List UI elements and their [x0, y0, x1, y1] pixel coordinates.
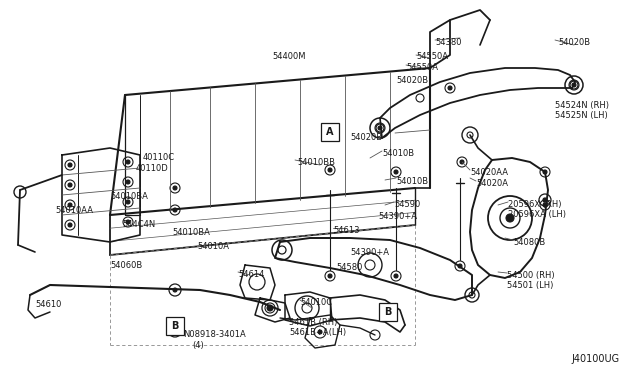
Text: 40110C: 40110C	[143, 153, 175, 162]
Circle shape	[68, 223, 72, 227]
Text: 54390+A: 54390+A	[378, 212, 417, 221]
Circle shape	[543, 203, 547, 207]
Circle shape	[460, 160, 464, 164]
Text: 54590: 54590	[394, 200, 420, 209]
Text: N: N	[172, 327, 178, 333]
Circle shape	[328, 168, 332, 172]
Text: J40100UG: J40100UG	[571, 354, 619, 364]
Circle shape	[173, 186, 177, 190]
Circle shape	[543, 198, 547, 202]
Text: 54524N (RH): 54524N (RH)	[555, 101, 609, 110]
Text: 54525N (LH): 54525N (LH)	[555, 111, 608, 120]
Text: 54380: 54380	[435, 38, 461, 47]
Text: 20596XA (LH): 20596XA (LH)	[508, 210, 566, 219]
Circle shape	[173, 288, 177, 292]
Text: 54020AA: 54020AA	[470, 168, 508, 177]
Text: 54390+A: 54390+A	[350, 248, 389, 257]
Text: 54580: 54580	[336, 263, 362, 272]
Circle shape	[126, 200, 130, 204]
Circle shape	[543, 170, 547, 174]
Circle shape	[68, 183, 72, 187]
Circle shape	[394, 170, 398, 174]
Text: 20596X (RH): 20596X (RH)	[508, 200, 561, 209]
Circle shape	[126, 160, 130, 164]
Text: 54060B: 54060B	[110, 261, 142, 270]
Text: 54010A: 54010A	[197, 242, 229, 251]
Text: 54010B: 54010B	[382, 149, 414, 158]
Text: (4): (4)	[192, 341, 204, 350]
Text: 54010C: 54010C	[300, 298, 332, 307]
Circle shape	[126, 220, 130, 224]
Circle shape	[126, 180, 130, 184]
Text: 54501 (LH): 54501 (LH)	[507, 281, 554, 290]
Circle shape	[572, 83, 576, 87]
Text: 54400M: 54400M	[272, 52, 305, 61]
Bar	[379, 303, 397, 321]
Circle shape	[378, 126, 382, 130]
Circle shape	[267, 305, 273, 311]
Circle shape	[68, 163, 72, 167]
Circle shape	[68, 203, 72, 207]
Text: 54613: 54613	[333, 226, 360, 235]
Text: 54020A: 54020A	[476, 179, 508, 188]
Text: B: B	[172, 321, 179, 331]
Text: 54010BA: 54010BA	[172, 228, 210, 237]
Text: 54020B: 54020B	[396, 76, 428, 85]
Circle shape	[394, 274, 398, 278]
Text: B: B	[384, 307, 392, 317]
Text: 54010BA: 54010BA	[110, 192, 148, 201]
Circle shape	[458, 264, 462, 268]
Circle shape	[173, 208, 177, 212]
Text: 5461B+A(LH): 5461B+A(LH)	[289, 328, 346, 337]
Bar	[166, 317, 184, 335]
Circle shape	[318, 330, 322, 334]
Circle shape	[506, 214, 514, 222]
Circle shape	[448, 86, 452, 90]
Text: 54020B: 54020B	[558, 38, 590, 47]
Text: 54500 (RH): 54500 (RH)	[507, 271, 555, 280]
Text: 54610: 54610	[35, 300, 61, 309]
Text: 54550A: 54550A	[416, 52, 448, 61]
Text: 54020B: 54020B	[350, 133, 382, 142]
Circle shape	[328, 274, 332, 278]
Text: N08918-3401A: N08918-3401A	[183, 330, 246, 339]
Text: 544C4N: 544C4N	[122, 220, 156, 229]
Circle shape	[268, 306, 272, 310]
Text: 40110D: 40110D	[136, 164, 169, 173]
Text: A: A	[326, 127, 333, 137]
Text: 54614: 54614	[238, 270, 264, 279]
Text: 54550A: 54550A	[406, 63, 438, 72]
Text: 54010AA: 54010AA	[55, 206, 93, 215]
Text: 54010B: 54010B	[396, 177, 428, 186]
Bar	[321, 123, 339, 141]
Text: 5461B (RH): 5461B (RH)	[289, 318, 337, 327]
Text: 54080B: 54080B	[513, 238, 545, 247]
Text: 54010BB: 54010BB	[297, 158, 335, 167]
